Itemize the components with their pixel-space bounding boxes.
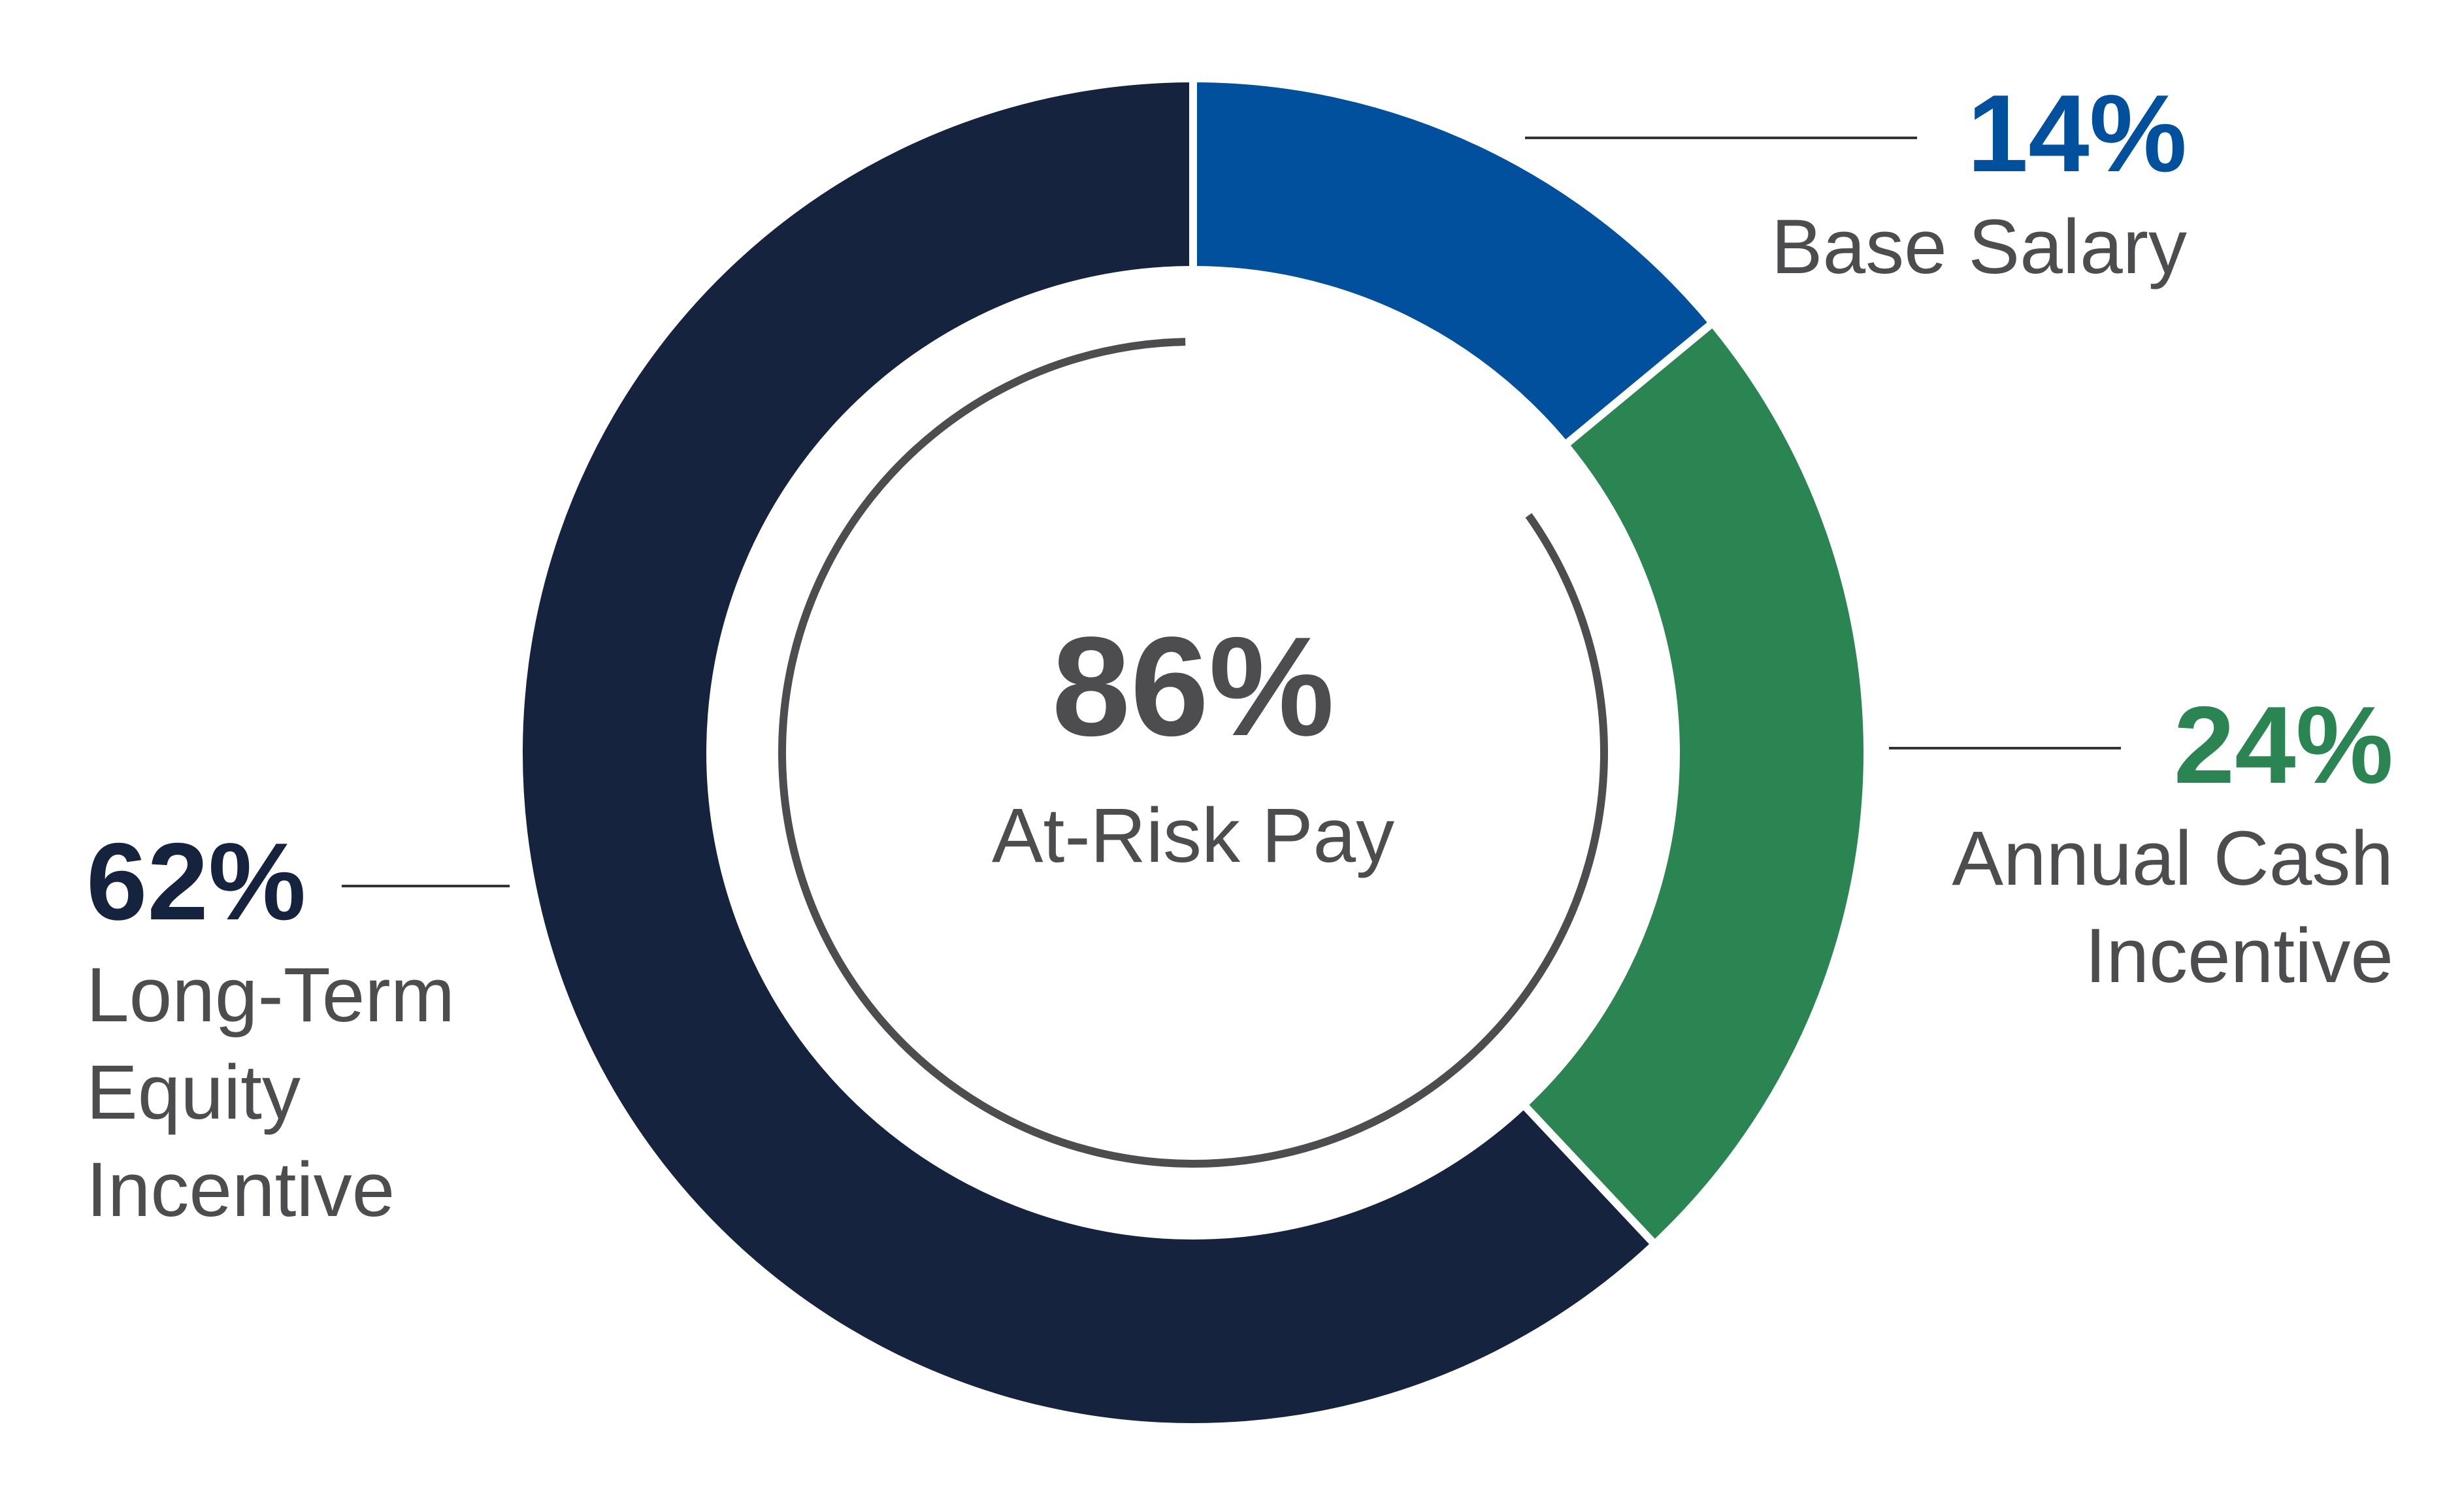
slice-label: 62% Long-Term Equity Incentive [86, 816, 544, 1239]
slice-label: 14% Base Salary [1664, 68, 2187, 296]
category-label: Base Salary [1771, 204, 2187, 290]
value-label: 62% [86, 820, 306, 943]
donut-slice [515, 74, 1660, 1431]
value-label: 24% [2173, 683, 2393, 806]
category-label: Annual Cash Incentive [1952, 815, 2393, 999]
value-label: 14% [1967, 72, 2187, 195]
at-risk-arc [778, 338, 1608, 1168]
center-text: At-Risk Pay [991, 793, 1395, 879]
donut-slice [1518, 317, 1872, 1250]
category-label: Long-Term Equity Incentive [86, 952, 455, 1233]
donut-slice [1189, 74, 1718, 451]
center-value: 86% [1051, 607, 1335, 765]
slice-label: 24% Annual Cash Incentive [1897, 680, 2393, 1005]
